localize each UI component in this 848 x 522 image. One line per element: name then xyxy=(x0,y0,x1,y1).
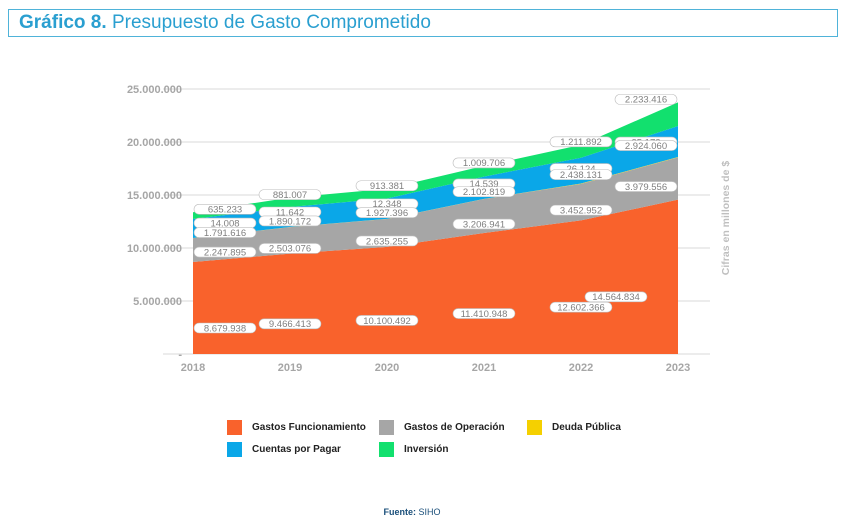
data-label: 3.452.952 xyxy=(560,205,602,216)
data-label-bg xyxy=(355,235,419,247)
legend-label: Cuentas por Pagar xyxy=(252,444,341,455)
data-label: 2.102.819 xyxy=(463,187,505,198)
chart-title-number: Gráfico 8. xyxy=(19,12,107,33)
x-tick-label: 2022 xyxy=(569,362,593,374)
data-label: 2.503.076 xyxy=(269,244,311,255)
legend-label: Gastos de Operación xyxy=(404,422,505,433)
data-label: 913.381 xyxy=(370,181,404,192)
data-label-bg xyxy=(614,140,678,151)
data-label: 11.642 xyxy=(276,207,304,218)
legend-swatch xyxy=(379,420,394,435)
data-label-bg xyxy=(584,291,648,303)
data-label-bg xyxy=(549,169,613,180)
data-label: 12.602.366 xyxy=(557,303,605,314)
source-note: Fuente: SIHO xyxy=(0,507,824,517)
legend-item-inversion: Inversión xyxy=(379,442,448,457)
data-label: 2.635.255 xyxy=(366,236,408,247)
legend-label: Gastos Funcionamiento xyxy=(252,422,366,433)
data-label: 1.009.706 xyxy=(463,158,505,169)
data-label: 881.007 xyxy=(273,190,307,201)
data-label: 14.539 xyxy=(469,179,498,190)
legend-swatch xyxy=(227,442,242,457)
area-gastos-de-operaci-n xyxy=(193,157,678,262)
legend-item-deuda-publica: Deuda Pública xyxy=(527,420,621,435)
legend-label: Deuda Pública xyxy=(552,422,621,433)
data-label-bg xyxy=(549,136,613,148)
data-label: 1.927.396 xyxy=(366,208,408,219)
data-label: 3.206.941 xyxy=(463,219,505,230)
y-tick-label: 20.000.000 xyxy=(127,137,182,149)
data-label-bg xyxy=(193,322,257,334)
area-gastos-funcionamiento xyxy=(193,199,678,354)
data-label-bg xyxy=(549,301,613,313)
data-label-bg xyxy=(355,315,419,326)
data-label: 2.233.416 xyxy=(625,95,667,106)
data-label: 9.466.413 xyxy=(269,319,311,330)
data-label-bg xyxy=(193,203,257,215)
x-tick-label: 2020 xyxy=(375,362,399,374)
chart-title-box: Gráfico 8. Presupuesto de Gasto Comprome… xyxy=(8,9,838,37)
x-tick-label: 2021 xyxy=(472,362,496,374)
y-tick-label: 25.000.000 xyxy=(127,84,182,96)
data-label-bg xyxy=(258,318,322,330)
data-label-bg xyxy=(258,243,322,254)
legend-item-gastos-funcionamiento: Gastos Funcionamiento xyxy=(227,420,366,435)
data-label: 2.924.060 xyxy=(625,141,667,152)
data-label-bg xyxy=(355,180,419,192)
legend-item-gastos-operacion: Gastos de Operación xyxy=(379,420,505,435)
y-tick-label: 10.000.000 xyxy=(127,243,182,255)
data-label-bg xyxy=(193,246,257,258)
legend-swatch xyxy=(379,442,394,457)
data-label: 12.348 xyxy=(372,199,401,210)
data-label-bg xyxy=(258,215,322,227)
data-label-bg xyxy=(452,186,516,198)
data-label-bg xyxy=(193,227,257,238)
legend-swatch xyxy=(227,420,242,435)
data-label: 1.791.616 xyxy=(204,228,246,239)
stacked-area-chart: - 5.000.000 10.000.000 15.000.000 20.000.000… xyxy=(127,84,732,374)
data-label: 14.564.834 xyxy=(592,292,640,303)
data-label: 8.679.938 xyxy=(204,323,246,334)
data-label: 10.100.492 xyxy=(363,316,411,327)
legend-label: Inversión xyxy=(404,444,449,455)
data-label-bg xyxy=(452,218,516,230)
y-tick-label: 15.000.000 xyxy=(127,190,182,202)
y-tick-label: 5.000.000 xyxy=(133,296,182,308)
legend-swatch xyxy=(527,420,542,435)
data-label: 2.438.131 xyxy=(560,170,602,181)
data-label: 11.410.948 xyxy=(461,309,508,320)
chart-title-text: Presupuesto de Gasto Comprometido xyxy=(111,12,431,33)
data-label-bg xyxy=(258,189,322,200)
data-label-bg xyxy=(452,157,516,169)
source-label: Fuente: xyxy=(383,507,416,517)
data-label: 14.008 xyxy=(210,218,239,229)
data-label-bg xyxy=(549,204,613,216)
y-tick-label: - xyxy=(178,349,182,361)
data-label-bg xyxy=(614,94,678,105)
chart-title: Gráfico 8. Presupuesto de Gasto Comprome… xyxy=(19,12,431,34)
legend-item-cuentas-por-pagar: Cuentas por Pagar xyxy=(227,442,341,457)
data-label: 2.247.895 xyxy=(204,247,246,258)
x-tick-label: 2018 xyxy=(181,362,205,374)
source-value: SIHO xyxy=(418,507,441,517)
data-label: 635.233 xyxy=(208,205,242,216)
data-label: 1.890.172 xyxy=(269,216,311,227)
data-label: 3.979.556 xyxy=(625,182,667,193)
data-label: 1.211.892 xyxy=(560,137,602,148)
x-tick-label: 2023 xyxy=(666,362,690,374)
data-label-bg xyxy=(614,181,678,192)
data-label-bg xyxy=(355,207,419,218)
x-tick-label: 2019 xyxy=(278,362,302,374)
data-label-bg xyxy=(452,308,516,319)
y-axis-title: Cifras en millones de $ xyxy=(720,161,732,276)
